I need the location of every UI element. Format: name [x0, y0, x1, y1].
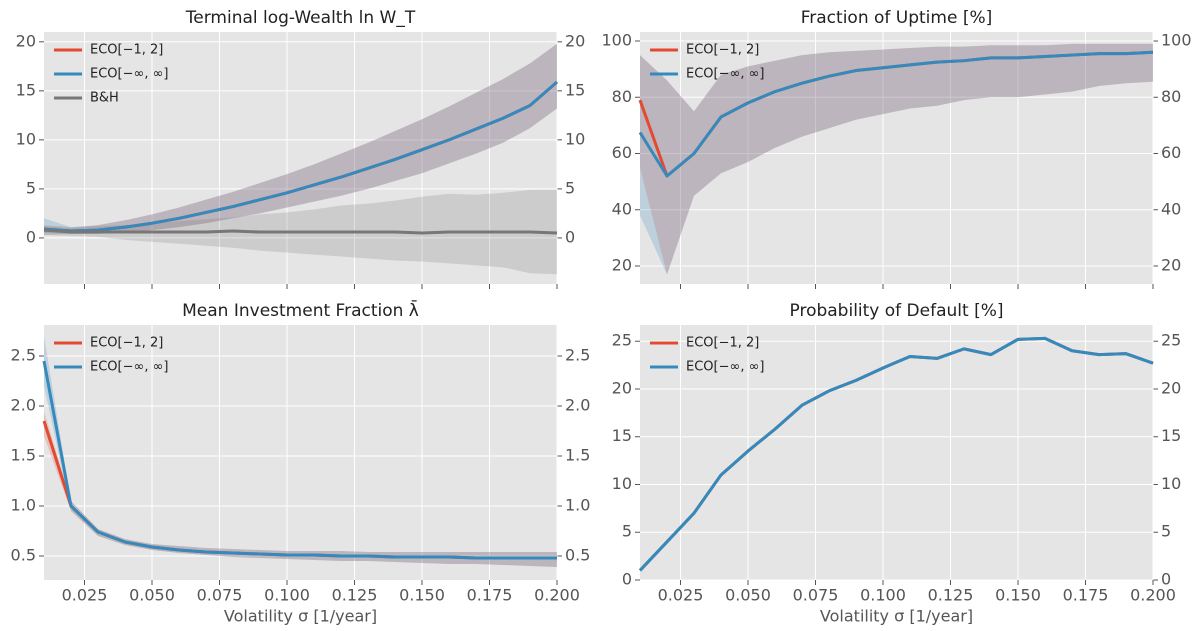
x-tick-label: 0.025	[658, 586, 704, 605]
x-tick-label: 0.075	[793, 586, 839, 605]
y2-tick-label: 20	[565, 31, 585, 50]
y-tick-label: 20	[612, 256, 632, 275]
x-tick-label: 0.125	[928, 586, 974, 605]
y-tick-label: 5	[622, 522, 632, 541]
y2-tick-label: 15	[1161, 426, 1181, 445]
y-tick-label: 100	[601, 31, 632, 50]
y2-tick-label: 1.0	[565, 496, 590, 515]
y2-tick-label: 20	[1161, 256, 1181, 275]
legend-label: ECO[−∞, ∞]	[90, 360, 168, 375]
series-line	[42, 360, 557, 560]
y-tick-label: 5	[26, 178, 36, 197]
x-tick-label: 0.050	[129, 586, 175, 605]
x-tick-label: 0.200	[1130, 586, 1176, 605]
plot-area	[44, 32, 557, 284]
y2-tick-label: 10	[1161, 474, 1181, 493]
y-tick-label: 1.5	[11, 446, 36, 465]
y2-tick-label: 10	[565, 129, 585, 148]
y-tick-label: 80	[612, 87, 632, 106]
y2-tick-label: 0.5	[565, 546, 590, 565]
x-tick-label: 0.100	[860, 586, 906, 605]
chart-title: Probability of Default [%]	[790, 301, 1004, 321]
y2-tick-label: 5	[565, 178, 575, 197]
legend-label: ECO[−1, 2]	[686, 336, 759, 351]
legend-label: ECO[−∞, ∞]	[90, 67, 168, 82]
chart-title: Fraction of Uptime [%]	[801, 8, 993, 28]
x-tick-label: 0.075	[197, 586, 243, 605]
series-line	[43, 80, 558, 233]
y-tick-label: 0.5	[11, 546, 36, 565]
band	[44, 43, 557, 235]
y-tick-label: 25	[612, 331, 632, 350]
legend-label: B&H	[90, 91, 119, 106]
y-tick-label: 20	[612, 378, 632, 397]
chart-title: Terminal log-Wealth ln W_T	[185, 8, 416, 28]
y2-tick-label: 2.5	[565, 346, 590, 365]
y2-tick-label: 15	[565, 80, 585, 99]
y2-tick-label: 60	[1161, 143, 1181, 162]
x-tick-label: 0.175	[1063, 586, 1109, 605]
y-tick-label: 1.0	[11, 496, 36, 515]
y-tick-label: 0	[622, 570, 632, 589]
y2-tick-label: 100	[1161, 31, 1192, 50]
x-axis-label: Volatility σ [1/year]	[820, 607, 973, 626]
x-tick-label: 0.025	[62, 586, 108, 605]
y-tick-label: 15	[612, 426, 632, 445]
y2-tick-label: 20	[1161, 378, 1181, 397]
y-tick-label: 40	[612, 199, 632, 218]
series-line	[638, 336, 1154, 572]
band	[640, 43, 1153, 275]
plot-area	[44, 325, 557, 580]
x-tick-label: 0.150	[995, 586, 1041, 605]
legend-label: ECO[−∞, ∞]	[686, 67, 764, 82]
legend-label: ECO[−1, 2]	[90, 336, 163, 351]
y2-tick-label: 0	[1161, 570, 1171, 589]
x-tick-label: 0.100	[264, 586, 310, 605]
legend-label: ECO[−∞, ∞]	[686, 360, 764, 375]
plot-area	[640, 325, 1153, 580]
series-line	[43, 228, 558, 235]
y-tick-label: 20	[16, 31, 36, 50]
x-tick-label: 0.125	[332, 586, 378, 605]
band	[640, 43, 1153, 275]
x-axis-label: Volatility σ [1/year]	[224, 607, 377, 626]
y-tick-label: 10	[16, 129, 36, 148]
y-tick-label: 15	[16, 80, 36, 99]
y-tick-label: 2.0	[11, 396, 36, 415]
x-tick-label: 0.050	[725, 586, 771, 605]
y-tick-label: 0	[26, 227, 36, 246]
y-tick-label: 2.5	[11, 346, 36, 365]
x-tick-label: 0.200	[534, 586, 580, 605]
legend-label: ECO[−1, 2]	[686, 43, 759, 58]
y2-tick-label: 25	[1161, 331, 1181, 350]
x-tick-label: 0.175	[467, 586, 513, 605]
y2-tick-label: 1.5	[565, 446, 590, 465]
chart-title: Mean Investment Fraction λ̄	[182, 299, 419, 321]
y2-tick-label: 2.0	[565, 396, 590, 415]
y2-tick-label: 80	[1161, 87, 1181, 106]
y2-tick-label: 5	[1161, 522, 1171, 541]
series-line	[638, 50, 1154, 178]
y-tick-label: 60	[612, 143, 632, 162]
plot-area	[640, 32, 1153, 284]
y-tick-label: 10	[612, 474, 632, 493]
y2-tick-label: 40	[1161, 199, 1181, 218]
x-tick-label: 0.150	[399, 586, 445, 605]
y2-tick-label: 0	[565, 227, 575, 246]
legend-label: ECO[−1, 2]	[90, 43, 163, 58]
